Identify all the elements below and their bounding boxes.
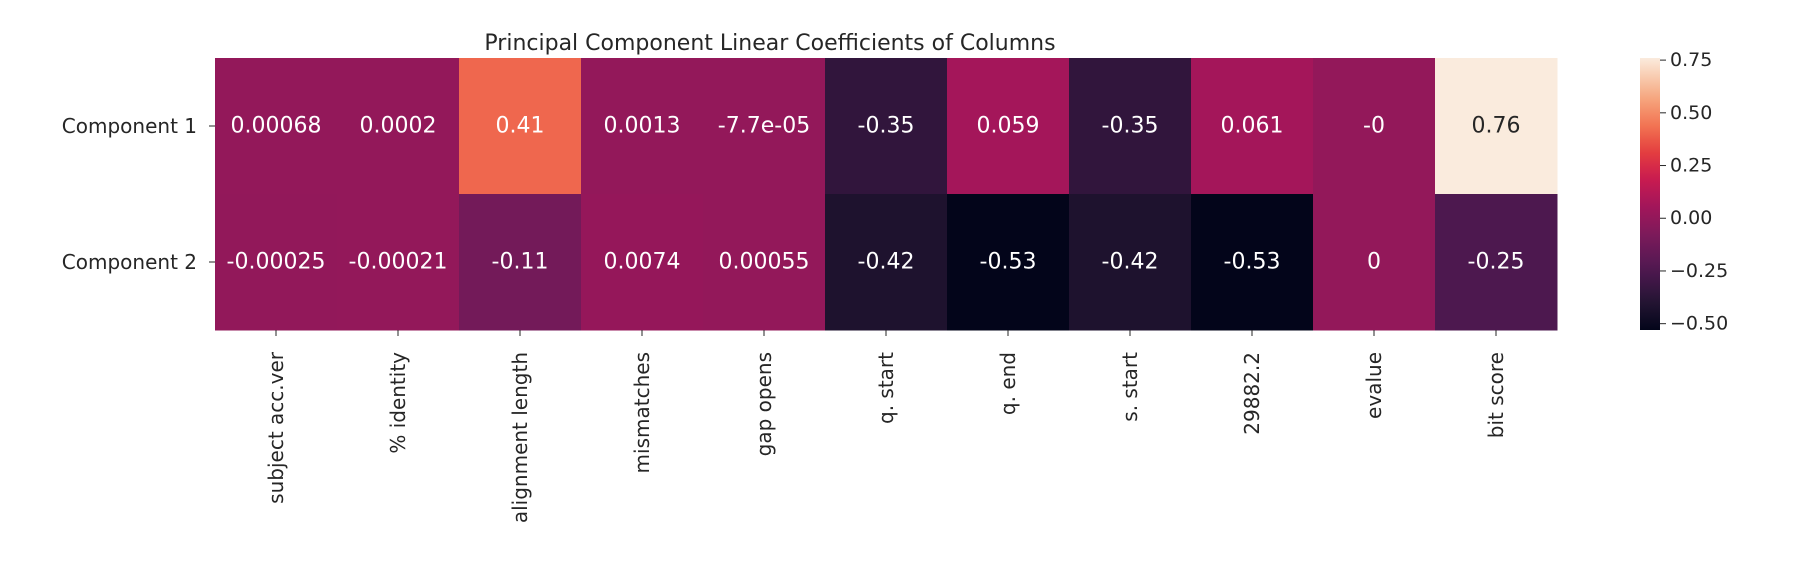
colorbar-tick-label: 0.00 (1670, 207, 1712, 229)
heatmap-cell (1069, 194, 1192, 331)
heatmap-cell (215, 58, 338, 195)
column-label: alignment length (508, 352, 532, 523)
colorbar-tick-label: 0.25 (1670, 155, 1712, 177)
column-label: q. start (874, 352, 898, 424)
column-label: evalue (1362, 352, 1386, 419)
cell-value-label: 0.76 (1472, 114, 1521, 139)
heatmap-cell (1191, 194, 1314, 331)
cell-value-label: 0.00068 (231, 114, 322, 139)
cell-value-label: -0.11 (492, 250, 549, 275)
heatmap-cell (703, 194, 826, 331)
column-label: q. end (996, 352, 1020, 415)
heatmap-cell (1191, 58, 1314, 195)
column-label: subject acc.ver (264, 351, 288, 504)
column-labels: subject acc.ver % identity alignment lengt… (264, 330, 1508, 523)
colorbar-tick-label: −0.25 (1670, 260, 1728, 282)
colorbar-gradient (1640, 58, 1660, 330)
colorbar-tick-label: −0.50 (1670, 313, 1728, 335)
heatmap-cell (581, 194, 704, 331)
heatmap-cell-labels: 0.00068 0.0002 0.41 0.0013 -7.7e-05 -0.35 0.05… (227, 114, 1525, 275)
heatmap-cell (1313, 58, 1436, 195)
column-label: gap opens (752, 352, 776, 456)
cell-value-label: -0.25 (1468, 250, 1525, 275)
cell-value-label: 0.0074 (604, 250, 681, 275)
heatmap-cell (459, 194, 582, 331)
cell-value-label: 0.0002 (360, 114, 437, 139)
cell-value-label: -0 (1363, 114, 1385, 139)
cell-value-label: 0 (1367, 250, 1381, 275)
column-label: mismatches (630, 352, 654, 473)
row-label: Component 1 (62, 114, 197, 138)
cell-value-label: 0.00055 (719, 250, 810, 275)
heatmap-cell (947, 194, 1070, 331)
cell-value-label: -0.53 (980, 250, 1037, 275)
cell-value-label: 0.059 (977, 114, 1040, 139)
column-label: % identity (386, 352, 410, 454)
cell-value-label: 0.41 (496, 114, 545, 139)
heatmap-cell (825, 58, 948, 195)
heatmap-cell (1313, 194, 1436, 331)
heatmap-cell (581, 58, 704, 195)
heatmap-cell (1069, 58, 1192, 195)
row-label: Component 2 (62, 250, 197, 274)
heatmap-cell (947, 58, 1070, 195)
column-label: 29882.2 (1240, 352, 1264, 435)
cell-value-label: -0.53 (1224, 250, 1281, 275)
column-label: bit score (1484, 352, 1508, 438)
heatmap-cells (215, 58, 1558, 331)
heatmap-cell (215, 194, 338, 331)
heatmap-cell (825, 194, 948, 331)
heatmap-cell (1435, 194, 1558, 331)
cell-value-label: -0.35 (1102, 114, 1159, 139)
cell-value-label: -0.42 (858, 250, 915, 275)
colorbar-tick-label: 0.50 (1670, 102, 1712, 124)
cell-value-label: 0.061 (1221, 114, 1284, 139)
row-labels: Component 1 Component 2 (62, 114, 215, 274)
cell-value-label: -0.42 (1102, 250, 1159, 275)
cell-value-label: -0.00021 (349, 250, 448, 275)
colorbar-ticks: 0.75 0.50 0.25 0.00 −0.25 −0.50 (1660, 49, 1728, 335)
heatmap-cell (459, 58, 582, 195)
cell-value-label: -0.35 (858, 114, 915, 139)
heatmap-cell (703, 58, 826, 195)
cell-value-label: -0.00025 (227, 250, 326, 275)
chart-title: Principal Component Linear Coefficients … (484, 31, 1055, 56)
colorbar-tick-label: 0.75 (1670, 49, 1712, 71)
heatmap-cell (337, 194, 460, 331)
heatmap-cell (337, 58, 460, 195)
cell-value-label: -7.7e-05 (718, 114, 810, 139)
colorbar: 0.75 0.50 0.25 0.00 −0.25 −0.50 (1640, 49, 1728, 335)
heatmap-cell (1435, 58, 1558, 195)
column-label: s. start (1118, 352, 1142, 422)
cell-value-label: 0.0013 (604, 114, 681, 139)
